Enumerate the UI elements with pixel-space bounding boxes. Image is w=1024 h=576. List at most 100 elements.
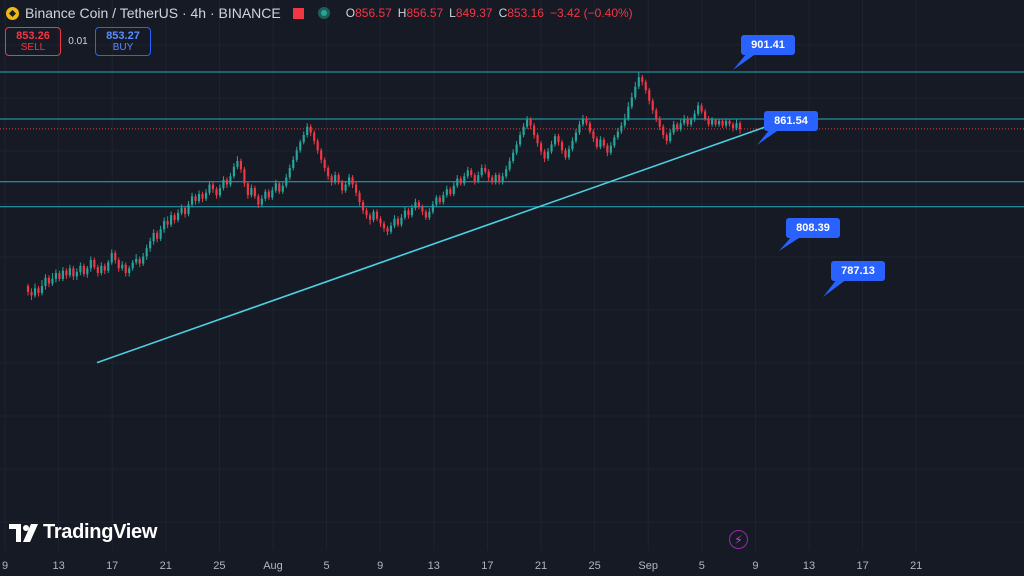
candle-body	[334, 175, 337, 183]
open-label: O	[345, 6, 356, 20]
close-label: C	[498, 6, 508, 20]
level-label-787[interactable]: 787.13	[831, 261, 885, 281]
candle-body	[599, 139, 602, 147]
candle-body	[644, 81, 647, 91]
symbol-header: Binance Coin / TetherUS · 4h · BINANCE O…	[6, 3, 633, 23]
candle-body	[149, 241, 152, 249]
candle-body	[480, 168, 483, 176]
market-status-icon[interactable]	[317, 7, 330, 19]
x-tick-label: 21	[535, 560, 547, 572]
candle-body	[37, 288, 40, 294]
candle-body	[700, 105, 703, 112]
candle-body	[243, 169, 246, 184]
candle-body	[173, 215, 176, 220]
level-label-901[interactable]: 901.41	[741, 35, 795, 55]
candle-body	[365, 210, 368, 216]
candle-body	[522, 126, 525, 135]
candle-body	[407, 210, 410, 216]
candle-body	[82, 265, 85, 275]
candle-body	[477, 175, 480, 181]
candle-body	[257, 196, 260, 205]
tradingview-logo[interactable]: TradingView	[9, 521, 157, 544]
candle-body	[508, 160, 511, 170]
binance-coin-icon	[6, 6, 19, 20]
candle-body	[574, 132, 578, 141]
candle-body	[414, 202, 417, 209]
flag-icon[interactable]	[292, 7, 304, 19]
candle-body	[180, 208, 183, 213]
candle-body	[281, 185, 284, 192]
sell-price: 853.26	[16, 29, 50, 42]
buy-button[interactable]: 853.27 BUY	[95, 27, 151, 56]
candle-body	[543, 151, 546, 159]
candle-body	[403, 210, 407, 218]
candle-body	[442, 195, 445, 203]
candle-body	[571, 140, 574, 150]
candle-body	[152, 232, 155, 242]
candle-body	[498, 175, 501, 183]
candle-body	[585, 118, 588, 124]
candle-body	[595, 138, 598, 147]
candle-body	[292, 159, 295, 169]
candle-body	[232, 166, 236, 177]
candle-body	[267, 191, 270, 198]
candle-body	[623, 118, 626, 126]
candle-body	[389, 225, 393, 232]
candle-body	[491, 177, 494, 183]
candle-body	[581, 118, 585, 125]
candle-body	[662, 126, 665, 135]
candle-body	[145, 248, 148, 257]
candle-body	[487, 171, 490, 178]
candle-body	[665, 134, 668, 141]
candle-body	[634, 86, 637, 98]
candle-body	[683, 118, 686, 124]
candle-body	[655, 110, 658, 119]
candle-body	[330, 176, 333, 183]
candle-body	[320, 150, 323, 160]
buy-label: BUY	[112, 41, 134, 53]
candle-body	[704, 111, 707, 119]
candle-body	[724, 120, 728, 126]
x-tick-label: Aug	[263, 560, 283, 572]
callout-pointer	[823, 279, 847, 297]
candle-body	[501, 176, 504, 183]
candle-body	[135, 258, 138, 263]
candle-body	[560, 142, 564, 151]
candle-body	[159, 229, 162, 239]
candle-body	[382, 223, 386, 229]
candle-body	[117, 260, 120, 269]
x-tick-label: 5	[699, 560, 705, 572]
level-label-861[interactable]: 861.54	[764, 111, 818, 131]
level-label-808[interactable]: 808.39	[786, 218, 840, 238]
x-tick-label: 9	[377, 560, 383, 572]
candle-body	[386, 228, 389, 232]
candle-body	[204, 192, 208, 199]
close-value: 853.16	[507, 6, 544, 20]
candle-body	[354, 184, 358, 193]
candle-body	[693, 113, 696, 120]
low-label: L	[449, 6, 456, 20]
candle-body	[627, 106, 630, 119]
candle-body	[299, 142, 302, 151]
candle-body	[26, 285, 30, 292]
candle-body	[400, 217, 403, 225]
symbol-title[interactable]: Binance Coin / TetherUS · 4h · BINANCE	[25, 5, 281, 21]
candle-body	[183, 208, 187, 215]
candle-body	[526, 119, 529, 127]
candle-body	[40, 285, 44, 294]
candle-body	[222, 179, 225, 189]
x-tick-label: 13	[52, 560, 64, 572]
candle-body	[194, 196, 197, 202]
candle-body	[536, 134, 539, 144]
candle-body	[431, 204, 434, 212]
lightning-icon[interactable]: ⚡	[729, 530, 748, 549]
high-label: H	[397, 6, 407, 20]
candle-body	[274, 183, 277, 191]
x-tick-label: Sep	[638, 560, 658, 572]
candle-body	[58, 272, 61, 279]
candle-body	[470, 170, 473, 176]
candle-body	[731, 124, 735, 128]
sell-button[interactable]: 853.26 SELL	[5, 27, 61, 56]
candle-body	[588, 123, 592, 132]
